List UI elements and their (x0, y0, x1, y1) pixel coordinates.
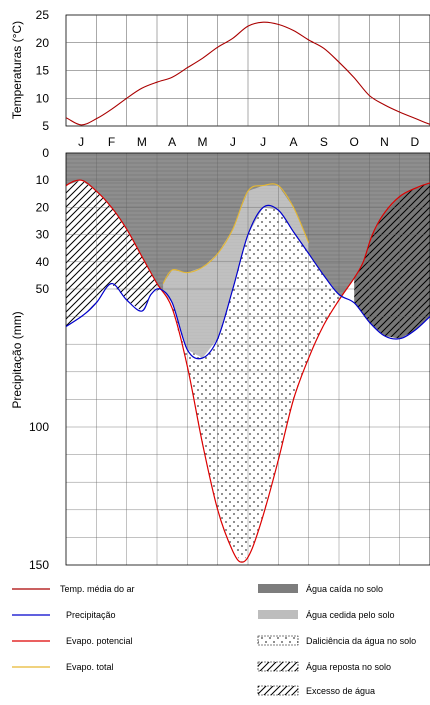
month-label: J (78, 135, 84, 149)
month-label: M (198, 135, 208, 149)
precipitation-y-ticks: 0 10 20 30 40 50 100 150 (29, 146, 49, 572)
precipitation-tick-label: 10 (36, 173, 50, 187)
month-label: F (108, 135, 115, 149)
actual-evapotranspiration-line (162, 183, 310, 284)
temperature-tick-label: 5 (42, 119, 49, 133)
month-label: D (410, 135, 419, 149)
legend-label-potential-evapotranspiration: Evapo. potencial (66, 636, 133, 646)
month-labels: JFMAMJJASONDJ (78, 135, 419, 149)
legend-swatch-water-fallen (258, 584, 298, 593)
temperature-y-ticks: 5 10 15 20 25 (36, 8, 50, 133)
legend-label-actual-evapotranspiration: Evapo. total (66, 662, 114, 672)
legend: Temp. média do ar Precipitação Evapo. po… (12, 584, 416, 696)
precipitation-panel: 0 10 20 30 40 50 100 150 Precipitação (mm) (10, 146, 430, 572)
month-label: M (137, 135, 147, 149)
month-label: A (289, 135, 297, 149)
precipitation-grid (66, 153, 430, 565)
legend-label-water-excess: Excesso de água (306, 686, 375, 696)
month-label: S (320, 135, 328, 149)
precipitation-tick-label: 0 (42, 146, 49, 160)
legend-swatch-water-deficit (257, 635, 299, 646)
legend-label-water-fallen: Água caída no solo (306, 584, 383, 594)
legend-label-precipitation: Precipitação (66, 610, 116, 620)
precipitation-tick-label: 20 (36, 200, 50, 214)
temperature-grid (66, 15, 430, 126)
water-deficit-area (161, 207, 341, 563)
precipitation-axis-title: Precipitação (mm) (10, 311, 24, 408)
temperature-tick-label: 20 (36, 36, 50, 50)
legend-swatch-water-ceded (258, 610, 298, 619)
month-label: J (260, 135, 266, 149)
precipitation-tick-label: 150 (29, 558, 49, 572)
water-replenished-area (66, 180, 160, 327)
temperature-tick-label: 25 (36, 8, 50, 22)
month-label: A (168, 135, 176, 149)
water-excess-area (354, 182, 430, 339)
month-label: N (380, 135, 389, 149)
legend-label-water-deficit: Daliciência da água no solo (306, 636, 416, 646)
precipitation-tick-label: 50 (36, 282, 50, 296)
potential-evapotranspiration-line (66, 179, 430, 563)
water-ceded-area (163, 185, 309, 358)
temperature-tick-label: 10 (36, 91, 50, 105)
month-label: O (349, 135, 358, 149)
legend-swatch-water-replenished (257, 661, 299, 672)
precipitation-line (66, 204, 430, 360)
legend-label-water-replenished: Água reposta no solo (306, 662, 391, 672)
precipitation-tick-label: 40 (36, 255, 50, 269)
legend-label-water-ceded: Água cedida pelo solo (306, 610, 395, 620)
month-label: J (230, 135, 236, 149)
legend-label-temperature: Temp. média do ar (60, 584, 135, 594)
precipitation-tick-label: 100 (29, 420, 49, 434)
temperature-tick-label: 15 (36, 64, 50, 78)
legend-swatch-water-excess (257, 685, 299, 696)
water-balance-areas (66, 153, 430, 563)
precipitation-plot-frame (65, 152, 430, 566)
temperature-line (66, 21, 430, 126)
precipitation-tick-label: 30 (36, 228, 50, 242)
temperature-axis-title: Temperaturas (°C) (10, 21, 24, 119)
